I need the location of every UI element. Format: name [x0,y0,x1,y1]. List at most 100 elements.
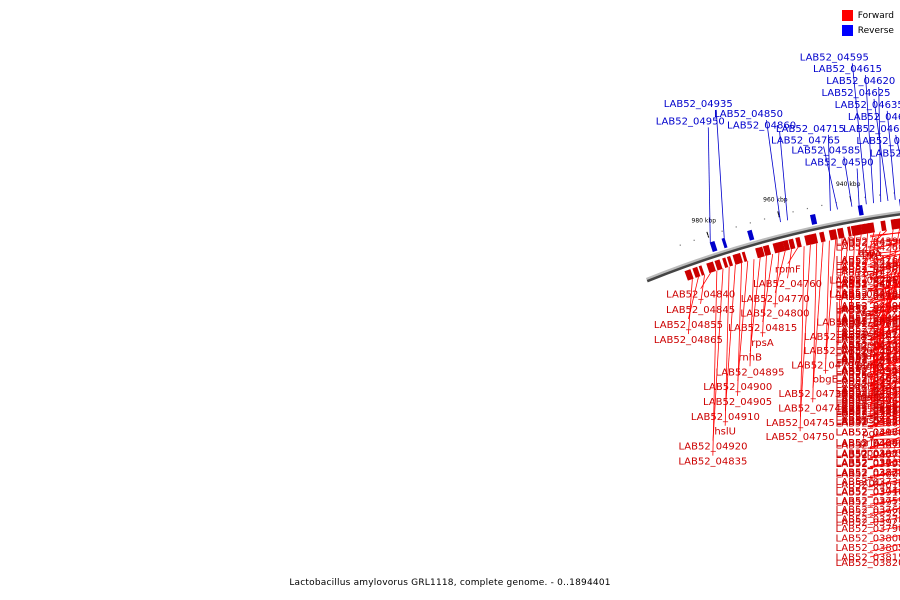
reverse-label-leader [707,127,711,243]
forward-label-leader [712,268,724,441]
forward-label-leader [762,255,767,337]
forward-swatch [841,10,853,21]
forward-gene [706,261,716,274]
forward-label-leader [869,271,900,305]
forward-gene-label: LAB52_04790 [804,346,873,357]
forward-gene-label: LAB52_04440 [835,314,900,325]
reverse-label-leader [856,168,860,206]
forward-gene-label: LAB52_04280 [835,292,900,303]
forward-gene-label: LAB52_04000 [835,469,900,480]
forward-gene-label: LAB52_04685 [835,261,900,272]
forward-gene-label: LAB52_04080 [835,279,900,290]
forward-gene [684,269,694,281]
forward-gene-label: LAB52_03935 [835,356,900,367]
forward-gene-label: LAB52_04100 [835,324,900,335]
forward-gene [847,226,852,237]
forward-label-leader [850,235,856,317]
forward-gene [722,257,729,268]
forward-gene-label: LAB52_03865 [835,419,900,430]
forward-gene-label: LAB52_03725 [835,468,900,479]
forward-label-leader [700,272,712,289]
forward-gene-label: LAB52_04610 [835,333,900,344]
forward-label-leader [869,257,900,278]
forward-gene-label: LAB52_04780 [816,318,885,329]
forward-label-leader [700,274,705,304]
forward-label-leader [869,268,900,374]
forward-gene-label: LAB52_04180 [835,292,900,303]
forward-label-leader [749,259,755,367]
forward-gene-label: LAB52_04290 [835,317,900,328]
forward-gene-label: hslU [714,427,736,438]
forward-gene [714,259,723,271]
legend-forward: Forward [841,8,894,23]
forward-label-leader [838,236,849,331]
forward-gene [836,227,845,239]
forward-gene-label: LAB52_04265 [835,255,900,266]
forward-gene-label: LAB52_03855 [835,409,900,420]
forward-gene-label: LAB52_04055 [835,417,900,428]
ruler-dot [806,207,809,210]
reverse-gene-label: LAB52_04720 [870,148,900,159]
forward-gene-label: LAB52_03815 [835,552,900,563]
forward-gene-label: LAB52_03740 [835,486,900,497]
forward-gene-label: LAB52_04190 [835,316,900,327]
forward-gene-label: LAB52_03920 [835,507,900,518]
caption: Lactobacillus amylovorus GRL1118, comple… [289,578,611,588]
forward-gene-label: LAB52_04650 [835,374,900,385]
forward-gene-label: LAB52_03945 [835,376,900,387]
forward-gene-label: LAB52_04750 [766,432,835,443]
forward-gene-label: LAB52_04570 [835,292,900,303]
forward-label-leader [869,276,900,360]
forward-label-leader [712,270,718,456]
reverse-label-leader [823,146,838,210]
forward-gene-label: ldh [862,251,877,262]
forward-gene-label: LAB52_04555 [835,278,900,289]
forward-gene-label: LAB52_04655 [835,388,900,399]
forward-label-leader [825,239,837,360]
forward-gene [775,241,786,253]
forward-gene-label: LAB52_03800 [835,533,900,544]
forward-label-leader [800,244,811,417]
forward-gene-label: LAB52_04505 [835,367,900,378]
forward-gene-label: LAB52_04205 [835,340,900,351]
forward-gene-label: LAB52_04275 [835,280,900,291]
forward-gene-label: LAB52_04520 [835,407,900,418]
reverse-gene-label: LAB52_04615 [813,64,882,75]
forward-gene-label: LAB52_04270 [835,267,900,278]
forward-label-leader [850,234,862,303]
forward-label-leader [869,323,900,353]
forward-label-leader [749,257,761,352]
forward-gene-label: LAB52_03965 [835,407,900,418]
forward-gene-label: LAB52_04575 [835,305,900,316]
forward-gene-label: LAB52_04035 [835,373,900,384]
forward-gene-label: rpsO [858,328,882,339]
ruler-dot [792,211,794,213]
forward-gene-label: prmA [857,360,884,371]
reverse-gene-label: LAB52_04680 [856,136,900,147]
forward-gene-label: LAB52_03970 [835,417,900,428]
forward-gene-label: LAB52_04120 [835,392,900,403]
backbone-shadow [645,210,900,281]
forward-gene-label: thyA [858,249,881,260]
ruler-dot [679,244,681,246]
forward-label-leader [869,332,900,366]
forward-gene [804,234,813,246]
forward-gene-label: LAB52_03805 [835,543,900,554]
forward-gene [726,255,734,267]
forward-gene-label: LAB52_04480 [835,262,900,273]
forward-gene [772,242,779,254]
kbp-tick-label: 980 kbp [692,217,717,224]
ruler-dot [864,196,866,198]
forward-gene-label: LAB52_04580 [835,319,900,330]
reverse-gene [721,237,728,249]
forward-gene-label: LAB52_03975 [835,427,900,438]
reverse-label-leader [766,120,781,223]
forward-gene-label: LAB52_03705 [835,459,900,470]
forward-gene [762,244,772,257]
forward-gene-label: tig [863,376,876,387]
forward-label-leader [787,247,799,264]
forward-label-leader [724,266,730,426]
reverse-label-leader [886,110,896,200]
legend-reverse: Reverse [841,23,894,38]
forward-gene-label: LAB52_04500 [835,353,900,364]
